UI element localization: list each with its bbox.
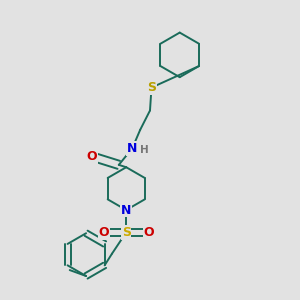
Text: O: O — [143, 226, 154, 239]
Text: O: O — [98, 226, 109, 239]
Text: S: S — [147, 81, 156, 94]
Text: N: N — [121, 203, 131, 217]
Text: H: H — [140, 145, 148, 155]
Text: O: O — [87, 150, 98, 163]
Text: S: S — [122, 226, 131, 239]
Text: N: N — [127, 142, 137, 155]
